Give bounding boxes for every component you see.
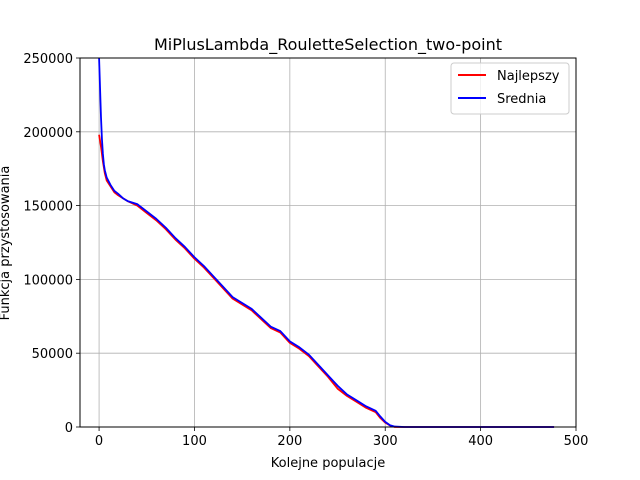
- legend-label-srednia: Srednia: [497, 92, 546, 107]
- chart-title: MiPlusLambda_RouletteSelection_two-point: [154, 35, 502, 55]
- series-line-srednia: [98, 57, 555, 428]
- x-tick-label: 300: [373, 434, 398, 449]
- x-tick-label: 200: [277, 434, 302, 449]
- plot-frame: [79, 57, 577, 428]
- y-axis-label: Funkcja przystosowania: [0, 166, 13, 321]
- y-tick-label: 100000: [23, 273, 73, 288]
- y-tick-label: 250000: [23, 52, 73, 67]
- x-axis-label: Kolejne populacje: [271, 456, 385, 471]
- legend: Najlepszy Srednia: [450, 62, 570, 115]
- y-tick-label: 0: [65, 421, 73, 436]
- x-tick-label: 500: [564, 434, 589, 449]
- series-lines: [98, 57, 555, 428]
- y-tick-label: 50000: [32, 347, 73, 362]
- y-tick-label: 150000: [23, 200, 73, 215]
- x-axis-ticks: 0 100 200 300 400 500: [95, 427, 588, 449]
- legend-label-najlepszy: Najlepszy: [497, 69, 560, 84]
- grid-lines: [80, 57, 577, 428]
- x-tick-label: 400: [468, 434, 493, 449]
- y-tick-label: 200000: [23, 126, 73, 141]
- x-tick-label: 0: [95, 434, 103, 449]
- y-axis-ticks: 0 50000 100000 150000 200000 250000: [23, 52, 80, 436]
- x-tick-label: 100: [182, 434, 207, 449]
